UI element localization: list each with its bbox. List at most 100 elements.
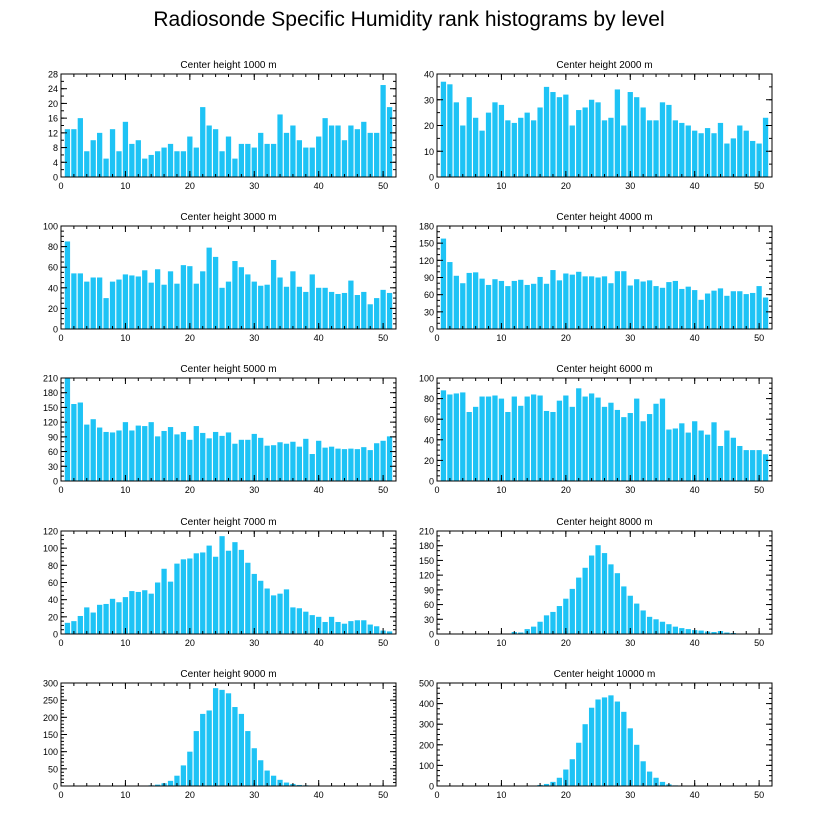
- histogram-bar: [129, 430, 135, 481]
- histogram-bar: [698, 630, 704, 634]
- histogram-bar: [537, 395, 543, 481]
- histogram-bar: [627, 595, 633, 634]
- histogram-bar: [193, 283, 199, 329]
- histogram-bar: [380, 440, 386, 481]
- histogram-bar: [724, 430, 730, 481]
- y-tick-label: 100: [43, 544, 58, 554]
- histogram-bar: [627, 92, 633, 177]
- x-tick-label: 10: [496, 333, 506, 343]
- histogram-bar: [341, 140, 348, 177]
- histogram-bar: [84, 607, 90, 634]
- y-tick-label: 80: [48, 242, 58, 252]
- x-tick-label: 20: [561, 485, 571, 495]
- histogram-bar: [479, 130, 485, 177]
- histogram-bar: [614, 89, 621, 177]
- histogram-bar: [614, 271, 621, 329]
- histogram-bar: [238, 549, 245, 634]
- histogram-bar: [283, 286, 290, 329]
- histogram-bar: [518, 117, 524, 177]
- histogram-bar: [174, 283, 180, 329]
- histogram-bar: [505, 411, 511, 481]
- y-tick-label: 60: [424, 600, 434, 610]
- histogram-bar: [245, 731, 251, 786]
- histogram-bar: [90, 419, 96, 481]
- histogram-bar: [711, 290, 717, 329]
- histogram-bar: [303, 611, 309, 634]
- histogram-bar: [296, 286, 302, 329]
- y-tick-label: 0: [53, 325, 58, 335]
- histogram-bar: [219, 689, 225, 786]
- histogram-bar: [71, 621, 77, 635]
- histogram-bar: [685, 432, 691, 481]
- histogram-bar: [679, 122, 685, 177]
- histogram-bar: [283, 132, 290, 177]
- histogram-bar: [724, 143, 730, 177]
- x-tick-label: 30: [249, 790, 259, 800]
- histogram-bar: [187, 439, 193, 481]
- histogram-bar: [576, 110, 582, 177]
- y-tick-label: 60: [48, 263, 58, 273]
- histogram-bar: [187, 558, 193, 634]
- histogram-bar: [627, 285, 633, 329]
- histogram-bar: [608, 117, 614, 177]
- histogram-bar: [97, 427, 103, 481]
- histogram-panel: Center height 5000 m 0 30 60 90 120 150 180 210 0…: [43, 364, 397, 495]
- histogram-bar: [511, 396, 517, 481]
- histogram-bar: [90, 140, 96, 177]
- histogram-bar: [251, 281, 257, 329]
- histogram-bar: [556, 777, 563, 786]
- histogram-bar: [743, 450, 749, 481]
- histogram-bar: [361, 447, 367, 481]
- histogram-bar: [374, 298, 380, 329]
- histogram-bar: [122, 121, 129, 177]
- histogram-bar: [64, 622, 71, 634]
- histogram-bar: [129, 591, 135, 634]
- histogram-bar: [634, 398, 640, 481]
- y-tick-label: 0: [429, 630, 434, 640]
- histogram-bar: [374, 132, 380, 177]
- y-tick-label: 150: [43, 730, 58, 740]
- histogram-bar: [453, 393, 459, 481]
- histogram-bar: [556, 400, 563, 481]
- y-tick-label: 8: [53, 143, 58, 153]
- x-tick-label: 30: [625, 638, 635, 648]
- histogram-bar: [563, 273, 569, 329]
- histogram-bar: [537, 107, 543, 177]
- histogram-bar: [296, 140, 302, 177]
- histogram-bar: [219, 287, 225, 329]
- histogram-bar: [756, 450, 762, 481]
- histogram-bar: [543, 615, 550, 634]
- y-tick-label: 0: [429, 325, 434, 335]
- histogram-bar: [71, 273, 77, 329]
- x-tick-label: 10: [120, 333, 130, 343]
- histogram-bar: [335, 448, 341, 481]
- histogram-bar: [187, 136, 193, 177]
- histogram-bar: [672, 428, 678, 481]
- histogram-bar: [367, 132, 373, 177]
- histogram-bar: [380, 289, 386, 329]
- histogram-bar: [640, 281, 646, 329]
- histogram-bar: [296, 784, 302, 786]
- histogram-bar: [730, 138, 736, 178]
- histogram-bar: [264, 770, 270, 786]
- histogram-bar: [148, 593, 154, 634]
- y-tick-label: 150: [43, 403, 58, 413]
- histogram-bar: [762, 297, 769, 329]
- histogram-bar: [328, 446, 335, 481]
- y-tick-label: 500: [419, 679, 434, 689]
- histogram-bar: [704, 434, 711, 481]
- histogram-bar: [453, 275, 459, 329]
- panel-title: Center height 3000 m: [180, 212, 276, 223]
- histogram-bar: [200, 552, 206, 634]
- histogram-bar: [290, 441, 296, 481]
- histogram-bar: [646, 771, 653, 786]
- y-tick-label: 180: [419, 541, 434, 551]
- x-tick-label: 50: [754, 638, 764, 648]
- histogram-bar: [621, 417, 627, 481]
- histogram-bar: [750, 450, 756, 481]
- histogram-bar: [283, 589, 290, 634]
- x-tick-label: 50: [754, 181, 764, 191]
- x-tick-label: 40: [314, 485, 324, 495]
- histogram-bar: [174, 775, 180, 786]
- histogram-bar: [466, 411, 472, 481]
